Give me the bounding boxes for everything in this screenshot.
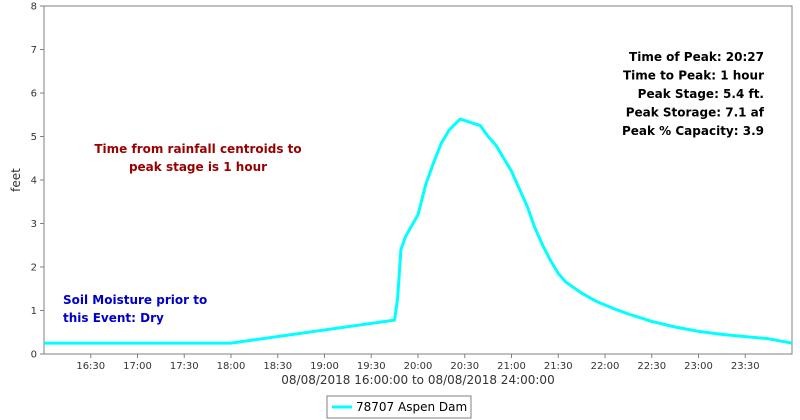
- annotation-line: this Event: Dry: [63, 311, 164, 325]
- peak-info-line: Time of Peak: 20:27: [629, 50, 764, 64]
- y-tick-label: 7: [31, 45, 37, 56]
- annotation-line: Time from rainfall centroids to: [94, 142, 301, 156]
- x-tick-label: 20:00: [404, 361, 433, 372]
- peak-info-line: Time to Peak: 1 hour: [623, 69, 764, 83]
- y-axis-label: feet: [9, 168, 23, 192]
- x-tick-label: 23:00: [684, 361, 713, 372]
- x-tick-label: 20:30: [450, 361, 479, 372]
- x-tick-label: 18:00: [217, 361, 246, 372]
- annotations: Time from rainfall centroids to peak stag…: [63, 142, 302, 325]
- legend-box: [326, 395, 472, 419]
- x-tick-label: 22:00: [591, 361, 620, 372]
- legend: 78707 Aspen Dam: [326, 395, 472, 419]
- x-tick-label: 23:30: [731, 361, 760, 372]
- y-tick-label: 8: [31, 2, 37, 13]
- x-axis-label: 08/08/2018 16:00:00 to 08/08/2018 24:00:…: [281, 373, 554, 387]
- x-tick-label: 19:30: [357, 361, 386, 372]
- annotation-line: peak stage is 1 hour: [129, 160, 267, 174]
- y-tick-label: 1: [31, 306, 37, 317]
- x-tick-label: 17:30: [170, 361, 199, 372]
- y-tick-label: 2: [31, 263, 37, 274]
- y-tick-label: 3: [31, 219, 37, 230]
- annotation-line: Soil Moisture prior to: [63, 293, 207, 307]
- x-tick-label: 22:30: [637, 361, 666, 372]
- x-tick-label: 16:30: [76, 361, 105, 372]
- x-tick-label: 21:30: [544, 361, 573, 372]
- y-tick-label: 4: [31, 176, 37, 187]
- x-tick-label: 21:00: [497, 361, 526, 372]
- x-tick-label: 18:30: [263, 361, 292, 372]
- series-line: [44, 117, 793, 345]
- peak-info-line: Peak % Capacity: 3.9: [622, 124, 764, 138]
- x-tick-label: 19:00: [310, 361, 339, 372]
- peak-info-line: Peak Storage: 7.1 af: [626, 106, 765, 120]
- y-tick-label: 5: [31, 132, 37, 143]
- peak-info-box: Time of Peak: 20:27 Time to Peak: 1 hour P…: [622, 50, 765, 138]
- y-tick-label: 6: [31, 89, 37, 100]
- y-tick-label: 0: [31, 350, 37, 361]
- x-tick-label: 17:00: [123, 361, 152, 372]
- plot-area: [43, 5, 793, 355]
- y-axis: 0 1 2 3 4 5 6 7 8: [31, 2, 44, 361]
- peak-info-line: Peak Stage: 5.4 ft.: [638, 87, 764, 101]
- legend-label: 78707 Aspen Dam: [356, 400, 467, 414]
- x-axis: 16:30 17:00 17:30 18:00 18:30 19:00 19:30 20:00…: [76, 354, 760, 372]
